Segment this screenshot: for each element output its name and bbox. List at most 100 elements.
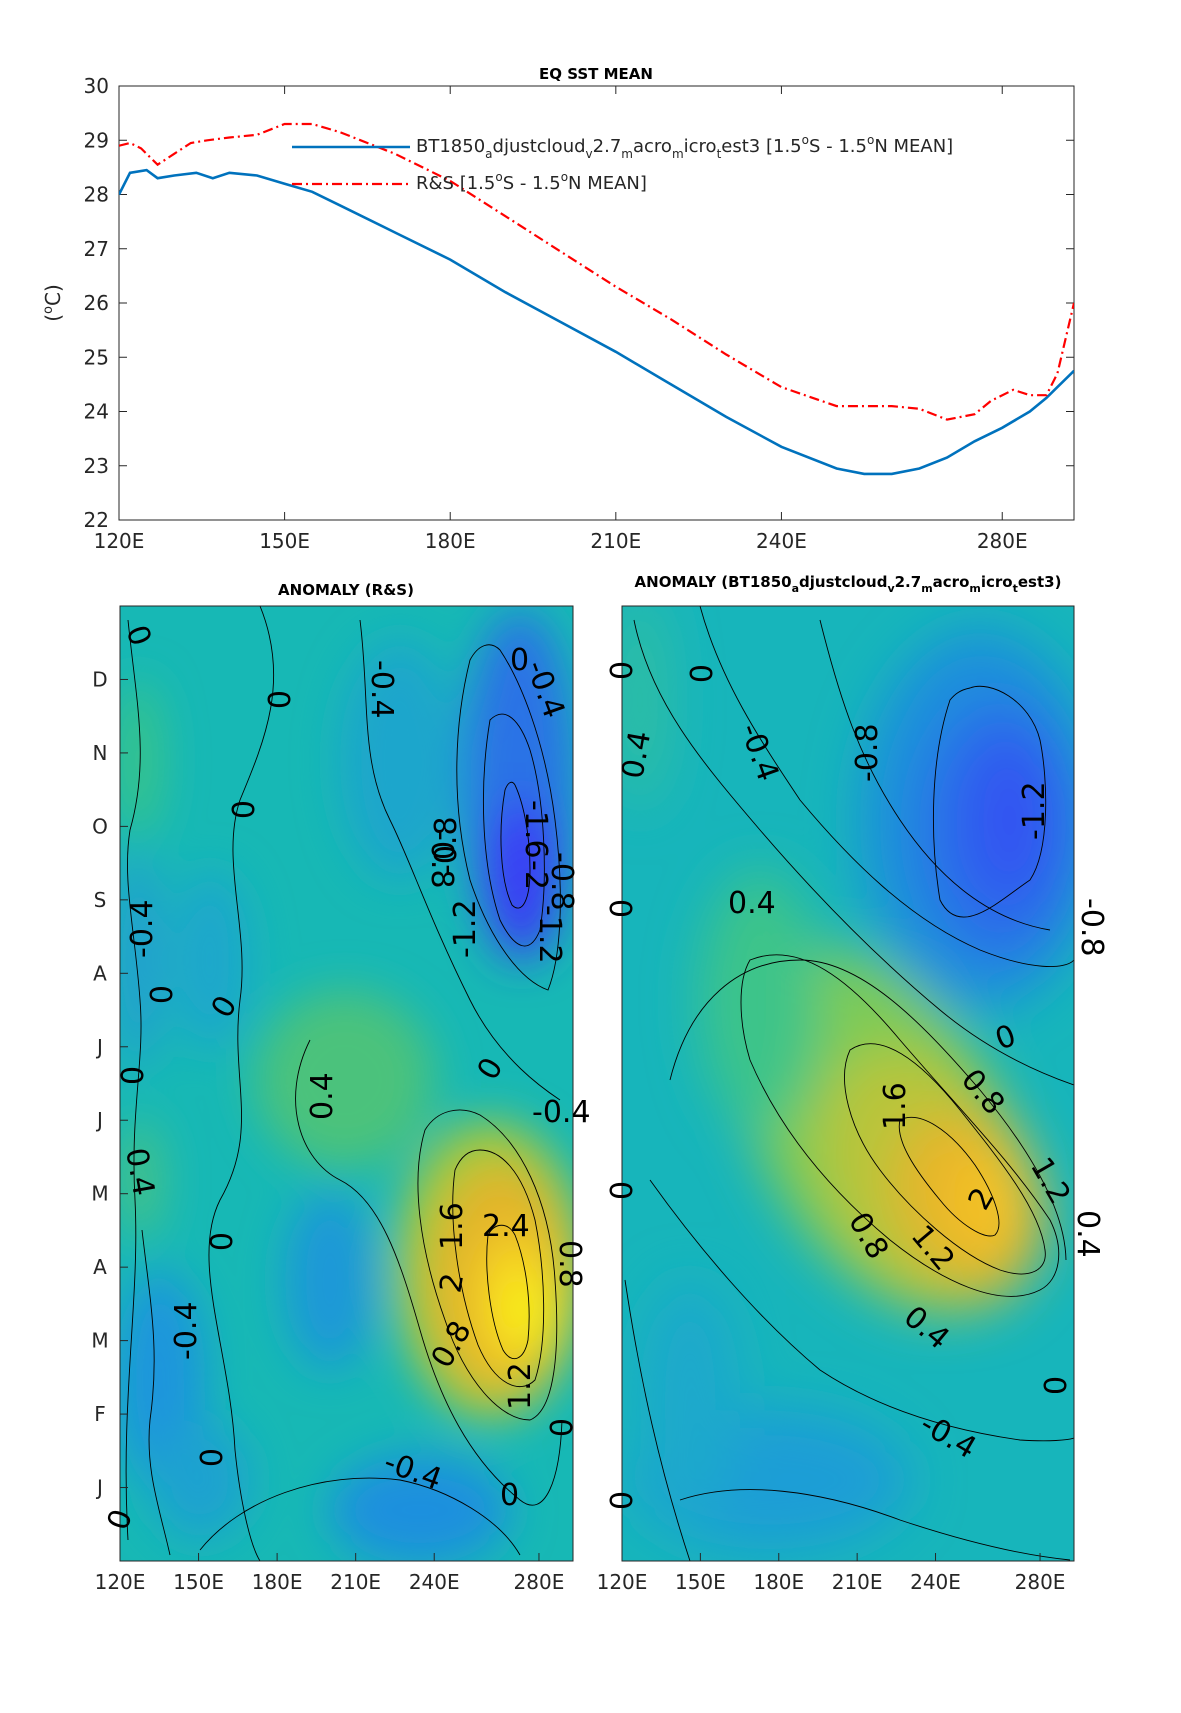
x-tick-label: 240E [409, 1570, 460, 1594]
contour-label: 1.2 [503, 1362, 538, 1410]
contour-label: -0.4 [169, 1301, 204, 1360]
legend-label-model: BT1850adjustcloudv2.7macromicrotest3 [1.… [416, 133, 953, 161]
contour-label: 0 [682, 664, 717, 683]
contour-label: 0 [1039, 1376, 1074, 1395]
contour-label: -0.4 [125, 899, 160, 958]
x-tick-label: 150E [173, 1570, 224, 1594]
x-tick-label: 120E [94, 529, 145, 553]
heatmap-left-axes-box [119, 605, 574, 1562]
contour-label: -0.8 [850, 723, 885, 782]
y-tick-label: J [95, 1108, 103, 1132]
y-tick-label: 25 [84, 345, 109, 369]
y-tick-label: 29 [84, 128, 109, 152]
contour-label: 0.4 [305, 1072, 340, 1120]
contour-label: -1.2 [448, 899, 483, 958]
line-chart-y-ticks: 22 23 24 25 26 27 28 29 30 [84, 74, 1074, 532]
y-tick-label: 27 [84, 237, 109, 261]
contour-label: 0 [500, 1478, 519, 1513]
contour-label: 2.4 [482, 1209, 530, 1244]
heatmap-left-field [120, 610, 573, 1561]
contour-label: 0 [510, 643, 529, 678]
heatmap-left-contour-labels: 0 0 -0.4 0 0 -0.4 -0.8 -1.6 -2 -1.2 -0.8… [101, 621, 591, 1535]
y-tick-label: 26 [84, 291, 109, 315]
contour-label: 0.8 [552, 1240, 587, 1288]
contour-label: -0.8 [424, 830, 459, 889]
x-tick-label: 280E [514, 1570, 565, 1594]
contour-label: 0.4 [728, 886, 776, 921]
heatmap-right-contours [624, 606, 1074, 1561]
contour-label: 0 [202, 1232, 237, 1251]
contour-label: -0.8 [544, 852, 579, 911]
x-tick-label: 120E [597, 1570, 648, 1594]
heatmap-left-x-ticks: 120E 150E 180E 210E 240E 280E [95, 1553, 565, 1594]
heatmap-right-axes-box [621, 605, 1075, 1562]
line-chart-legend: BT1850adjustcloudv2.7macromicrotest3 [1.… [292, 133, 953, 194]
contour-label: 0 [224, 800, 259, 819]
y-tick-label: J [95, 1476, 103, 1500]
contour-label: -1.2 [1017, 781, 1052, 840]
x-tick-label: 210E [330, 1570, 381, 1594]
contour-label: 0 [605, 661, 640, 680]
y-tick-label: 28 [84, 183, 109, 207]
heatmap-left-y-ticks: J F M A M J J A S O N D [91, 667, 128, 1500]
series-line-rs [119, 122, 1074, 421]
contour-label: -1.2 [532, 905, 567, 964]
y-tick-label: S [94, 888, 107, 912]
contour-label: -0.8 [429, 816, 464, 875]
contour-label: -0.4 [532, 1095, 591, 1130]
contour-label: 0 [142, 985, 177, 1004]
y-tick-label: F [94, 1402, 106, 1426]
contour-label: -0.4 [364, 660, 399, 719]
line-chart-y-label: (oC) [41, 284, 65, 322]
y-tick-label: J [95, 1035, 103, 1059]
line-chart-panel: EQ SST MEAN 120E 150E 180E 210E 240E 280E 222… [41, 65, 1075, 553]
series-line-model [119, 168, 1074, 476]
y-tick-label: M [91, 1182, 108, 1206]
legend-label-rs: R&S [1.5oS - 1.5oN MEAN] [416, 170, 647, 194]
contour-label: 0 [605, 899, 640, 918]
y-tick-label: M [91, 1329, 108, 1353]
x-tick-label: 280E [1015, 1570, 1066, 1594]
y-tick-label: N [93, 741, 108, 765]
y-tick-label: 30 [84, 74, 109, 98]
line-chart-title: EQ SST MEAN [539, 65, 653, 83]
contour-label: 0 [605, 1491, 640, 1510]
x-tick-label: 150E [675, 1570, 726, 1594]
contour-label: -0.8 [1074, 898, 1109, 957]
contour-label: 1.6 [435, 1202, 470, 1250]
contour-label: 0.4 [615, 728, 658, 781]
contour-label: -1.6 [518, 800, 553, 859]
x-tick-label: 120E [95, 1570, 146, 1594]
x-tick-label: 180E [753, 1570, 804, 1594]
y-tick-label: O [92, 814, 108, 838]
contour-label: 0 [116, 1066, 151, 1085]
y-tick-label: 22 [84, 508, 109, 532]
heatmap-right-x-ticks: 120E 150E 180E 210E 240E 280E [597, 1553, 1066, 1594]
contour-label: 0 [605, 1181, 640, 1200]
heatmap-right-title: ANOMALY (BT1850adjustcloudv2.7macromicro… [635, 573, 1062, 595]
heatmap-right-panel: ANOMALY (BT1850adjustcloudv2.7macromicro… [597, 573, 1109, 1594]
y-tick-label: A [93, 1255, 107, 1279]
x-tick-label: 280E [977, 529, 1028, 553]
y-tick-label: A [93, 961, 107, 985]
contour-label: 0.4 [118, 1145, 161, 1198]
contour-label: 1.6 [878, 1082, 913, 1130]
contour-label: 0 [260, 690, 295, 709]
heatmap-left-panel: ANOMALY (R&S) [91, 581, 590, 1594]
x-tick-label: 210E [590, 529, 641, 553]
heatmap-left-contours [125, 606, 563, 1561]
x-tick-label: 180E [425, 529, 476, 553]
heatmap-left-title: ANOMALY (R&S) [278, 581, 414, 599]
x-tick-label: 240E [756, 529, 807, 553]
x-tick-label: 240E [910, 1570, 961, 1594]
y-tick-label: 24 [84, 400, 109, 424]
contour-label: 0 [542, 1418, 577, 1437]
contour-label: -2 [518, 860, 553, 890]
heatmap-right-field [622, 606, 1074, 1550]
x-tick-label: 150E [259, 529, 310, 553]
line-chart-x-ticks: 120E 150E 180E 210E 240E 280E [94, 86, 1028, 553]
contour-label: 0 [192, 1448, 227, 1467]
y-tick-label: 23 [84, 454, 109, 478]
x-tick-label: 180E [252, 1570, 303, 1594]
